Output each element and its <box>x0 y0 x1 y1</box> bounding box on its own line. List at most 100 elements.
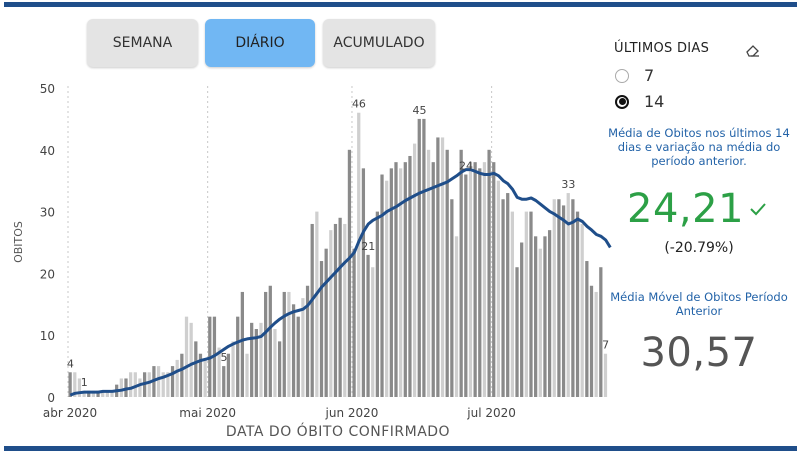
bar-68 <box>385 180 389 397</box>
bar-114 <box>599 267 603 397</box>
bar-27 <box>194 341 198 397</box>
bar-2 <box>77 378 82 397</box>
bar-97 <box>520 242 524 397</box>
bar-4 <box>87 390 91 397</box>
bar-36 <box>236 316 240 397</box>
slicer-title: ÚLTIMOS DIAS <box>614 41 710 56</box>
bar-11 <box>119 378 123 397</box>
data-label-6: 24 <box>459 160 473 173</box>
bar-96 <box>515 267 519 397</box>
bar-57 <box>333 223 338 397</box>
bar-94 <box>506 193 510 397</box>
data-label-5: 45 <box>412 104 426 117</box>
bar-35 <box>231 341 235 397</box>
bar-14 <box>133 372 137 397</box>
y-axis-title: OBITOS <box>12 221 25 263</box>
bar-80 <box>440 137 445 397</box>
radio-14[interactable] <box>615 94 629 109</box>
bar-64 <box>366 254 370 397</box>
bar-13 <box>129 372 133 397</box>
bar-23 <box>175 359 179 397</box>
tab-acumulado-button[interactable]: ACUMULADO <box>323 19 435 67</box>
bar-103 <box>547 230 552 397</box>
bar-6 <box>96 390 100 397</box>
bar-29 <box>203 359 207 397</box>
bar-48 <box>291 304 296 397</box>
variation-percent: (-20.79%) <box>664 240 734 256</box>
bar-50 <box>301 298 305 397</box>
bar-58 <box>338 217 342 397</box>
bar-25 <box>184 316 189 397</box>
bar-28 <box>198 353 203 397</box>
tab-semana-button[interactable]: SEMANA <box>87 19 198 67</box>
bar-102 <box>543 236 547 397</box>
bar-109 <box>575 211 580 397</box>
bar-79 <box>436 137 440 397</box>
data-label-2: 5 <box>220 351 227 364</box>
bar-113 <box>594 291 598 397</box>
bar-92 <box>496 180 501 397</box>
bar-53 <box>315 211 319 397</box>
bar-20 <box>161 372 165 397</box>
bar-22 <box>170 366 175 397</box>
bar-9 <box>110 390 114 397</box>
avg-kpi: 24,21 <box>627 186 768 232</box>
y-tick-label-4: 40 <box>40 144 55 158</box>
bar-66 <box>375 211 379 397</box>
bar-107 <box>566 193 570 397</box>
bar-52 <box>310 223 314 397</box>
bar-70 <box>394 162 398 397</box>
y-tick-label-3: 30 <box>40 206 55 220</box>
bar-1 <box>73 372 77 397</box>
bar-7 <box>101 390 105 397</box>
bar-46 <box>282 291 286 397</box>
avg-description: Média de Obitos nos últimos 14 dias e va… <box>608 126 790 168</box>
bar-72 <box>403 162 407 397</box>
bar-41 <box>259 322 263 397</box>
bar-67 <box>380 174 384 397</box>
bar-83 <box>454 236 459 397</box>
y-tick-label-1: 10 <box>40 329 55 343</box>
bar-77 <box>426 149 431 397</box>
bar-90 <box>487 149 491 397</box>
avg-value: 24,21 <box>627 186 745 232</box>
bar-5 <box>91 390 96 397</box>
option-7-label: 7 <box>644 66 655 85</box>
bar-69 <box>389 168 393 397</box>
option-14-days[interactable]: 14 <box>615 92 664 111</box>
bar-60 <box>347 149 352 397</box>
bar-100 <box>534 236 538 397</box>
bar-47 <box>287 291 291 397</box>
bar-85 <box>464 174 468 397</box>
bar-75 <box>417 118 421 398</box>
bar-86 <box>468 162 473 397</box>
bar-38 <box>245 353 249 397</box>
bar-54 <box>319 261 324 397</box>
bar-19 <box>156 366 161 397</box>
bar-42 <box>264 291 268 397</box>
x-axis-title: DATA DO ÓBITO CONFIRMADO <box>226 422 450 440</box>
bar-51 <box>305 285 310 397</box>
bar-78 <box>431 162 435 397</box>
prev-value: 30,57 <box>640 330 758 376</box>
bar-56 <box>329 230 333 397</box>
bar-99 <box>529 211 533 397</box>
bar-115 <box>603 353 608 397</box>
eraser-icon[interactable] <box>745 42 761 58</box>
bar-26 <box>189 322 193 397</box>
moving-average-line <box>69 168 612 397</box>
check-icon <box>750 203 766 216</box>
tab-diario-button[interactable]: DIÁRIO <box>205 19 315 67</box>
bar-3 <box>82 390 86 397</box>
bar-84 <box>459 149 463 397</box>
x-tick-label-3: jul 2020 <box>466 406 516 420</box>
bar-34 <box>226 353 231 397</box>
bar-81 <box>445 149 449 397</box>
bar-91 <box>492 162 496 397</box>
radio-7[interactable] <box>615 68 629 83</box>
x-tick-label-0: abr 2020 <box>43 406 97 420</box>
option-7-days[interactable]: 7 <box>615 66 654 85</box>
bar-55 <box>324 248 328 397</box>
bar-43 <box>268 285 272 397</box>
